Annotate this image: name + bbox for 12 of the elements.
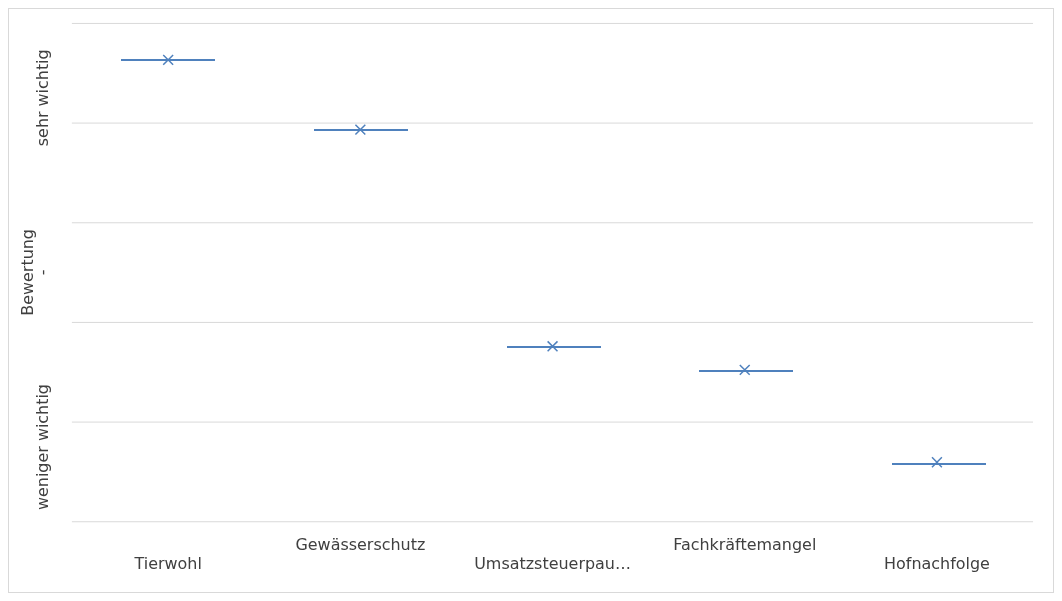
point: [931, 456, 943, 468]
x-tick-label: Gewässerschutz: [295, 534, 426, 554]
x-tick-label: Tierwohl: [133, 553, 202, 573]
text: sehr wichtig: [33, 49, 53, 147]
text: weniger wichtig: [33, 384, 53, 510]
point: [162, 54, 174, 66]
x-tick-label: Hofnachfolge: [884, 553, 990, 573]
point: [354, 123, 367, 136]
x-tick-label: Fachkräftemangel: [673, 534, 817, 554]
x-tick-label: Umsatzsteuerpau…: [474, 553, 631, 573]
point: [739, 364, 751, 376]
point: [546, 340, 559, 352]
